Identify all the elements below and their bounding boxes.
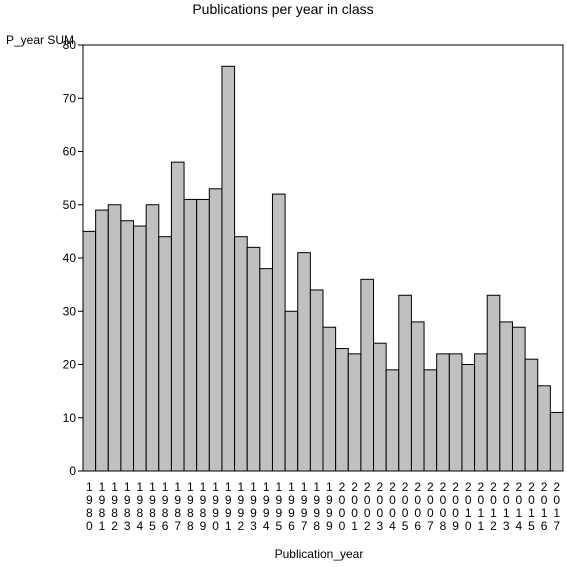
bar-1996: [284, 310, 299, 472]
bar-2009: [448, 353, 463, 472]
bar-2006: [410, 321, 425, 472]
bar-1992: [234, 236, 248, 472]
y-tick-label: 40: [63, 251, 77, 265]
x-axis: 1 9 8 0 1 9 8 1 1 9 8 2 1 9 8 3 1 9 8 4 1 9 8 5 1 9 8 6 1 9 8 7 1 9 8 8 1 9 8 9…: [86, 480, 560, 533]
y-tick-label: 80: [63, 38, 77, 52]
y-tick-label: 60: [63, 145, 77, 159]
y-tick-label: 70: [63, 91, 77, 105]
bars: [82, 65, 564, 472]
bar-2000: [335, 348, 349, 472]
bar-2003: [373, 342, 387, 472]
bar-1980: [82, 230, 97, 472]
bar-2002: [360, 278, 375, 472]
bar-1990: [208, 188, 223, 472]
bar-1982: [107, 204, 122, 472]
bar-1999: [322, 326, 337, 472]
bar-2014: [511, 326, 526, 472]
bar-1997: [297, 252, 311, 472]
y-tick-label: 10: [63, 411, 77, 425]
y-axis: 0 10 20 30 40 50 60 70 80: [63, 38, 83, 478]
bar-1998: [309, 289, 324, 472]
bar-1995: [271, 193, 286, 472]
y-tick-label: 50: [63, 198, 77, 212]
bar-2017: [549, 411, 564, 472]
bar-2011: [474, 353, 488, 472]
bar-1983: [120, 220, 135, 472]
bar-2008: [436, 353, 450, 472]
chart-title: Publications per year in class: [192, 1, 373, 17]
bar-1986: [158, 236, 172, 472]
bar-2007: [423, 369, 438, 472]
bar-2004: [385, 369, 400, 472]
bar-2013: [499, 321, 513, 472]
bar-1991: [221, 65, 236, 472]
bar-1984: [133, 225, 147, 472]
x-axis-label: Publication_year: [275, 547, 364, 561]
y-tick-label: 0: [69, 464, 76, 478]
bar-2010: [461, 364, 476, 472]
bar-1989: [196, 198, 210, 472]
bar-2005: [398, 294, 412, 472]
bar-1985: [145, 204, 160, 472]
bar-1993: [246, 246, 261, 472]
y-tick-label: 20: [63, 358, 77, 372]
bar-2001: [347, 353, 362, 472]
bar-2016: [537, 385, 551, 472]
y-axis-label: P_year SUM: [6, 33, 74, 47]
bar-1988: [183, 198, 198, 472]
bar-2012: [486, 294, 501, 472]
y-tick-label: 30: [63, 304, 77, 318]
bar-1981: [95, 209, 109, 472]
bar-1994: [259, 268, 273, 472]
bar-2015: [524, 358, 539, 472]
bar-1987: [170, 161, 185, 472]
